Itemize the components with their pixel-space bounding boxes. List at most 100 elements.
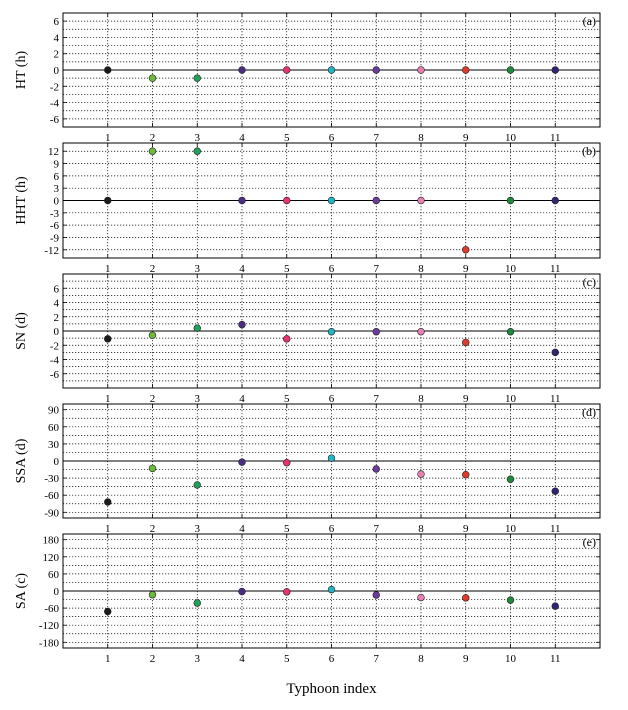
data-point bbox=[372, 328, 380, 336]
x-tick-label: 5 bbox=[284, 523, 290, 535]
y-tick-label: -120 bbox=[39, 620, 60, 632]
x-tick-label: 3 bbox=[195, 653, 201, 665]
panel-label: (e) bbox=[583, 535, 596, 549]
x-tick-label: 3 bbox=[195, 263, 201, 275]
y-tick-label: -12 bbox=[44, 245, 59, 257]
y-tick-label: 180 bbox=[43, 535, 60, 547]
y-tick-label: 0 bbox=[54, 196, 60, 208]
x-tick-label: 11 bbox=[550, 263, 561, 275]
x-tick-label: 10 bbox=[505, 523, 517, 535]
y-tick-label: 3 bbox=[54, 183, 60, 195]
y-tick-label: 0 bbox=[54, 456, 60, 468]
data-point bbox=[462, 338, 470, 347]
data-point bbox=[193, 147, 201, 155]
x-tick-label: 4 bbox=[239, 653, 245, 665]
data-point bbox=[148, 331, 157, 339]
data-point bbox=[462, 470, 470, 479]
data-point bbox=[551, 66, 559, 74]
data-point bbox=[417, 328, 425, 336]
x-tick-label: 8 bbox=[418, 523, 424, 535]
x-tick-label: 6 bbox=[329, 523, 335, 535]
x-tick-label: 10 bbox=[505, 263, 517, 275]
y-tick-label: -4 bbox=[50, 355, 60, 367]
data-point bbox=[327, 328, 336, 336]
data-point bbox=[551, 348, 559, 357]
data-point bbox=[148, 74, 157, 82]
data-point bbox=[238, 320, 246, 329]
x-tick-label: 10 bbox=[505, 393, 517, 405]
panel-c: 6 4 2 0 -2 -4 -6 1 2 3 4 5 6 7 8 9 10 11 SN (d) (c) bbox=[14, 273, 601, 405]
data-point bbox=[283, 588, 291, 596]
data-point bbox=[327, 585, 336, 594]
y-tick-label: 2 bbox=[54, 312, 60, 324]
y-tick-label: 6 bbox=[54, 171, 60, 183]
y-axis-label: HHT (h) bbox=[14, 176, 29, 225]
data-point bbox=[372, 66, 380, 74]
x-tick-label: 5 bbox=[284, 653, 290, 665]
data-point bbox=[417, 66, 425, 74]
y-axis-label: SSA (d) bbox=[14, 438, 29, 483]
panel-d: 90 60 30 0 -30 -60 -90 1 2 3 4 5 6 7 8 9 10 11 SSA (d) (d) bbox=[14, 403, 601, 535]
x-tick-label: 7 bbox=[374, 132, 380, 144]
data-point bbox=[462, 594, 470, 602]
data-point bbox=[238, 66, 246, 74]
data-point bbox=[104, 607, 112, 616]
x-tick-label: 1 bbox=[105, 393, 111, 405]
y-tick-label: 60 bbox=[48, 422, 60, 434]
data-point bbox=[193, 481, 201, 489]
x-tick-label: 4 bbox=[239, 523, 245, 535]
y-tick-label: 4 bbox=[54, 32, 60, 44]
data-point bbox=[327, 454, 336, 462]
x-tick-label: 7 bbox=[374, 393, 380, 405]
x-tick-label: 5 bbox=[284, 132, 290, 144]
x-tick-label: 1 bbox=[105, 653, 111, 665]
data-point bbox=[506, 328, 515, 336]
y-tick-label: 9 bbox=[54, 159, 60, 171]
data-point bbox=[327, 66, 336, 74]
x-tick-label: 5 bbox=[284, 393, 290, 405]
x-tick-label: 9 bbox=[463, 393, 469, 405]
x-tick-label: 3 bbox=[195, 393, 201, 405]
data-point bbox=[193, 599, 201, 607]
y-tick-label: -4 bbox=[50, 98, 60, 110]
x-tick-label: 11 bbox=[550, 132, 561, 144]
x-tick-label: 4 bbox=[239, 393, 245, 405]
x-tick-label: 9 bbox=[463, 263, 469, 275]
data-point bbox=[506, 66, 515, 74]
data-point bbox=[417, 196, 425, 205]
x-tick-label: 8 bbox=[418, 263, 424, 275]
panel-label: (d) bbox=[582, 405, 596, 419]
data-point bbox=[283, 196, 291, 205]
x-tick-label: 3 bbox=[195, 523, 201, 535]
data-point bbox=[283, 459, 291, 467]
data-point bbox=[372, 465, 380, 473]
data-point bbox=[148, 147, 157, 155]
x-tick-label: 4 bbox=[239, 263, 245, 275]
y-tick-label: 12 bbox=[48, 146, 59, 158]
panel-e: 180 120 60 0 -60 -120 -180 1 2 3 4 5 6 7 8 9 10 11 SA (c) (… bbox=[14, 533, 601, 665]
y-tick-label: -60 bbox=[44, 490, 59, 502]
y-tick-label: 6 bbox=[54, 283, 60, 295]
x-tick-label: 10 bbox=[505, 132, 517, 144]
x-tick-label: 2 bbox=[150, 393, 156, 405]
data-point bbox=[238, 196, 246, 205]
data-point bbox=[417, 593, 425, 602]
data-point bbox=[506, 475, 515, 483]
x-tick-label: 5 bbox=[284, 263, 290, 275]
y-tick-label: -60 bbox=[44, 603, 59, 615]
y-tick-label: 2 bbox=[54, 49, 60, 61]
x-tick-label: 7 bbox=[374, 263, 380, 275]
x-tick-label: 1 bbox=[105, 263, 111, 275]
data-point bbox=[238, 587, 246, 596]
data-point bbox=[506, 196, 515, 205]
data-point bbox=[104, 66, 112, 74]
y-tick-label: -180 bbox=[39, 637, 60, 649]
y-tick-label: -2 bbox=[50, 81, 59, 93]
y-tick-label: 30 bbox=[48, 439, 60, 451]
y-tick-label: -2 bbox=[50, 340, 59, 352]
data-point bbox=[551, 196, 559, 205]
x-tick-label: 2 bbox=[150, 523, 156, 535]
y-tick-label: -90 bbox=[44, 507, 59, 519]
panel-label: (a) bbox=[583, 14, 596, 28]
